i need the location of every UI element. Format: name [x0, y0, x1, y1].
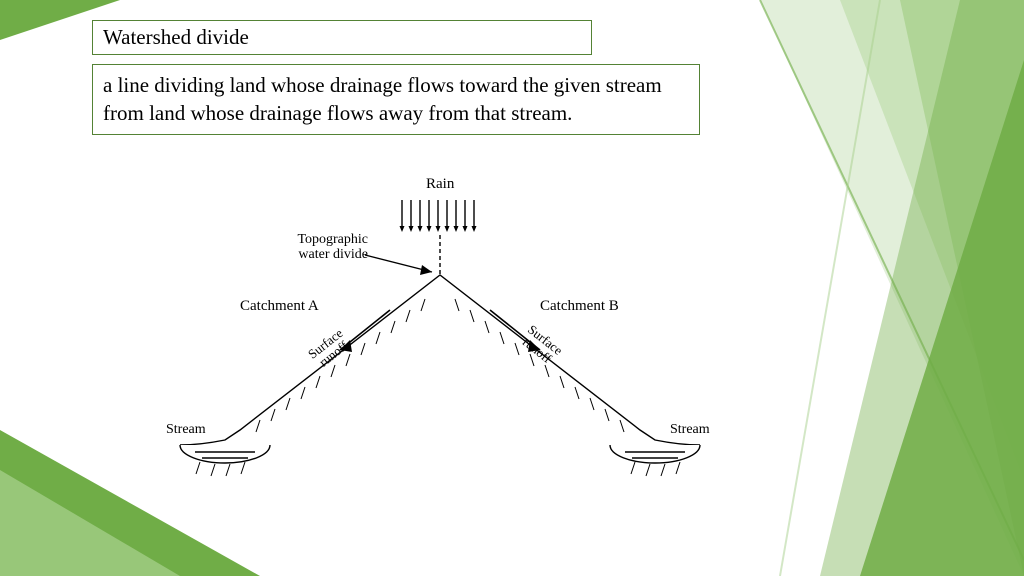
watershed-diagram: Rain Topographic water divide Catchment …	[140, 180, 740, 500]
label-catchment-a: Catchment A	[240, 298, 319, 315]
definition-text: a line dividing land whose drainage flow…	[103, 73, 662, 125]
label-rain: Rain	[426, 176, 454, 193]
title-box: Watershed divide	[92, 20, 592, 55]
label-stream-a: Stream	[166, 422, 206, 438]
title-text: Watershed divide	[103, 25, 249, 49]
definition-box: a line dividing land whose drainage flow…	[92, 64, 700, 135]
label-divide: Topographic water divide	[280, 232, 368, 263]
label-stream-b: Stream	[670, 422, 710, 438]
label-catchment-b: Catchment B	[540, 298, 619, 315]
